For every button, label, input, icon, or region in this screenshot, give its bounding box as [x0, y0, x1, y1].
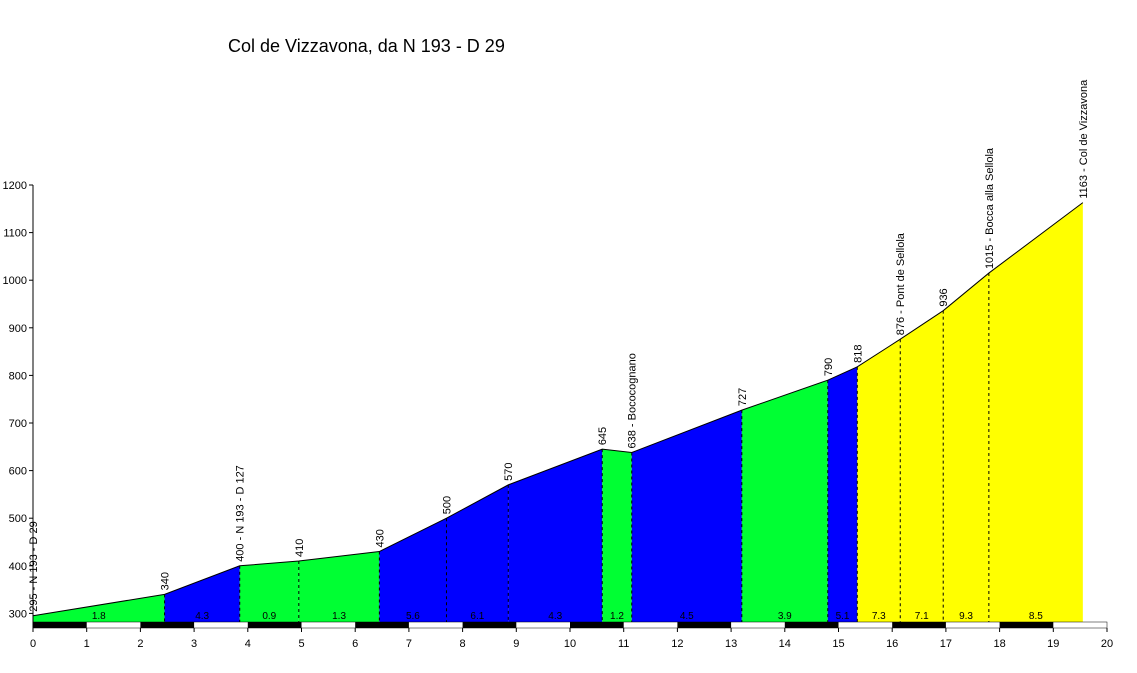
segment-fill-8 [602, 449, 632, 622]
annotation-12: 818 [852, 344, 864, 362]
annotation-14: 936 [938, 288, 950, 306]
gradient-label-3: 0.9 [262, 611, 276, 622]
gradient-label-4: 1.3 [332, 611, 346, 622]
y-tick-label-1100: 1100 [3, 228, 27, 240]
x-tick-label-14: 14 [779, 638, 791, 650]
x-tick-label-9: 9 [513, 638, 519, 650]
x-tick-label-5: 5 [298, 638, 304, 650]
y-tick-label-1000: 1000 [3, 275, 27, 287]
segment-fill-10 [741, 380, 828, 622]
km-strip-block-10 [570, 622, 624, 628]
annotation-6: 500 [441, 496, 453, 514]
x-tick-label-8: 8 [460, 638, 466, 650]
annotation-7: 570 [503, 463, 515, 481]
profile-line [32, 202, 1084, 617]
annotation-1: 295 - N 193 - D 29 [28, 521, 40, 612]
x-tick-label-12: 12 [671, 638, 683, 650]
x-tick-label-15: 15 [832, 638, 844, 650]
x-tick-label-7: 7 [406, 638, 412, 650]
gradient-strip [32, 621, 1108, 629]
segment-fill-11 [827, 366, 858, 622]
gradient-label-6: 6.1 [470, 611, 484, 622]
segment-fill-4 [298, 551, 380, 622]
annotation-3: 400 - N 193 - D 127 [235, 465, 247, 562]
gradient-label-10: 3.9 [778, 611, 792, 622]
segment-fill-3 [239, 561, 299, 622]
gradient-label-14: 9.3 [959, 611, 973, 622]
y-tick-label-700: 700 [9, 418, 27, 430]
x-tick-label-3: 3 [191, 638, 197, 650]
gradient-labels: 1.8 4.3 0.9 1.3 5.6 6.1 4.3 1.2 4.5 3.9 5.1 7.3 7.1 9… [92, 611, 1043, 622]
segment-dividers [164, 273, 990, 622]
annotation-9: 638 - Bococognano [627, 353, 639, 448]
segment-fill-2 [164, 565, 240, 622]
profile-outline [32, 202, 1084, 617]
x-tick-label-19: 19 [1047, 638, 1059, 650]
gradient-label-8: 1.2 [610, 611, 624, 622]
km-strip-block-6 [355, 622, 409, 628]
segment-fill-14 [943, 273, 989, 622]
km-strip-block-0 [33, 622, 87, 628]
annotation-16: 1163 - Col de Vizzavona [1078, 79, 1090, 199]
x-tick-label-11: 11 [618, 638, 629, 650]
elevation-annotations: 295 - N 193 - D 29 340 400 - N 193 - D 127… [28, 79, 1090, 612]
y-tick-label-300: 300 [9, 608, 27, 620]
annotation-2: 340 [160, 572, 172, 590]
x-tick-label-18: 18 [993, 638, 1005, 650]
x-tick-label-0: 0 [30, 638, 36, 650]
segment-fills [33, 202, 1083, 622]
gradient-label-1: 1.8 [92, 611, 106, 622]
gradient-label-12: 7.3 [872, 611, 886, 622]
annotation-15: 1015 - Bocca alla Sellola [984, 147, 996, 269]
segment-fill-6 [446, 484, 509, 622]
segment-fill-1 [33, 594, 165, 622]
x-tick-label-1: 1 [84, 638, 90, 650]
km-strip-block-4 [247, 622, 302, 628]
gradient-label-15: 8.5 [1029, 611, 1043, 622]
annotation-10: 727 [737, 388, 749, 406]
segment-fill-7 [508, 449, 603, 622]
annotation-4: 410 [294, 539, 306, 557]
segment-fill-13 [900, 310, 944, 622]
x-tick-label-4: 4 [245, 638, 251, 650]
x-tick-label-17: 17 [940, 638, 952, 650]
x-tick-label-16: 16 [886, 638, 898, 650]
segment-fill-12 [857, 339, 901, 622]
x-tick-label-6: 6 [352, 638, 358, 650]
gradient-label-11: 5.1 [836, 611, 850, 622]
annotation-13: 876 - Pont de Sellola [895, 232, 907, 335]
annotation-11: 790 [823, 358, 835, 376]
annotation-8: 645 [597, 427, 609, 445]
x-tick-label-13: 13 [725, 638, 737, 650]
gradient-label-5: 5.6 [406, 611, 420, 622]
gradient-label-9: 4.5 [680, 611, 694, 622]
gradient-label-7: 4.3 [548, 611, 562, 622]
y-tick-label-1200: 1200 [3, 180, 27, 192]
km-strip-block-16 [892, 622, 946, 628]
y-tick-label-600: 600 [9, 466, 27, 478]
x-tick-label-20: 20 [1101, 638, 1113, 650]
segment-fill-5 [379, 518, 447, 622]
km-strip-block-2 [140, 622, 195, 628]
segment-fill-15 [988, 202, 1083, 622]
km-strip-block-14 [784, 622, 839, 628]
y-tick-label-500: 500 [9, 513, 27, 525]
annotation-5: 430 [374, 529, 386, 547]
x-tick-label-2: 2 [137, 638, 143, 650]
y-tick-label-400: 400 [9, 561, 27, 573]
km-strip-block-8 [462, 622, 517, 628]
y-tick-label-900: 900 [9, 323, 27, 335]
x-tick-label-10: 10 [564, 638, 576, 650]
segment-fill-9 [631, 410, 742, 622]
y-tick-label-800: 800 [9, 370, 27, 382]
gradient-label-2: 4.3 [195, 611, 209, 622]
km-strip-block-12 [677, 622, 732, 628]
chart-title: Col de Vizzavona, da N 193 - D 29 [228, 36, 505, 56]
gradient-label-13: 7.1 [915, 611, 929, 622]
km-strip-block-18 [999, 622, 1054, 628]
